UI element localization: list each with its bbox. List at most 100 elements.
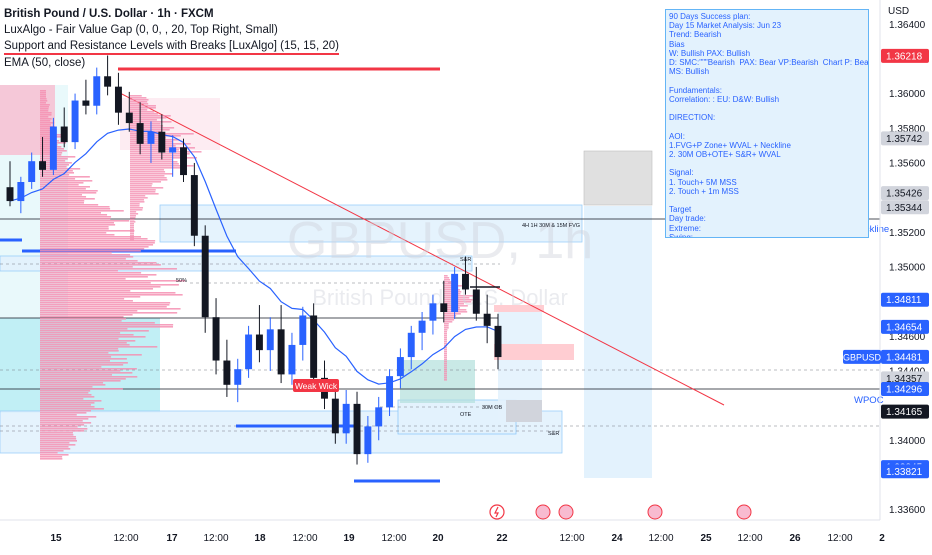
profile-bar [40, 416, 97, 418]
time-axis[interactable]: 15 12:00 17 12:00 18 12:00 19 12:00 20 22 12:00 24 1… [0, 504, 885, 544]
x-tick-label: 12:00 [203, 533, 228, 544]
profile-bar [40, 412, 87, 414]
symbol-tag-label: GBPUSD [843, 352, 882, 362]
profile-bar [40, 268, 177, 270]
trend-line [117, 91, 725, 406]
profile-bar [130, 223, 135, 225]
candle-body [288, 344, 296, 375]
profile-bar [130, 119, 157, 121]
price-tag-value: 1.34481 [886, 352, 923, 363]
notes-line: 1.FVG+P Zone+ WVAL + Neckline [669, 140, 791, 150]
profile-bar [444, 373, 447, 375]
profile-bar [444, 333, 447, 335]
candle-body [386, 376, 394, 408]
us-flag-icon-2[interactable] [558, 504, 574, 520]
profile-bar [130, 135, 181, 137]
legend-indicator-ema[interactable]: EMA (50, close) [4, 57, 86, 69]
x-tick-label: 12:00 [737, 533, 762, 544]
us-flag-icon[interactable] [535, 504, 551, 520]
profile-bar [40, 306, 167, 308]
profile-bar [130, 107, 156, 109]
candle-body [169, 147, 177, 153]
profile-bar [40, 344, 130, 346]
ob-zone [397, 399, 517, 435]
profile-bar [130, 99, 149, 101]
profile-bar [130, 145, 176, 147]
us-flag-icon-4[interactable] [736, 504, 752, 520]
profile-bar [130, 181, 162, 183]
profile-bar [40, 298, 125, 300]
profile-bar [130, 191, 156, 193]
candle-body [49, 126, 57, 170]
profile-bar [40, 314, 133, 316]
notes-line: Bias [669, 39, 685, 49]
profile-bar [444, 341, 447, 343]
profile-bar [444, 365, 447, 367]
profile-bar [40, 122, 55, 124]
profile-bar [444, 353, 447, 355]
legend-indicator-fvg[interactable]: LuxAlgo - Fair Value Gap (0, 0, , 20, To… [4, 24, 278, 36]
profile-bar [40, 350, 119, 352]
price-tag-value: 1.34357 [886, 374, 923, 385]
profile-bar [130, 165, 194, 167]
profile-bar [40, 334, 134, 336]
lightning-glyph [494, 506, 499, 518]
profile-bar [444, 337, 447, 339]
profile-bar [40, 384, 106, 386]
profile-bar [444, 355, 447, 357]
price-axis[interactable]: 1.340001.344001.346001.350001.352001.356… [843, 0, 929, 520]
profile-bar [40, 232, 107, 234]
profile-bar [130, 105, 156, 107]
profile-bar [444, 281, 456, 283]
notes-line: MS: Bullish [669, 67, 710, 77]
gray-box-top [583, 150, 653, 206]
profile-bar [40, 410, 91, 412]
profile-bar [40, 420, 83, 422]
profile-bar [40, 250, 141, 252]
profile-bar [130, 225, 134, 227]
profile-bar [40, 308, 181, 310]
us-flag-icon-3[interactable] [647, 504, 663, 520]
profile-bar [40, 382, 104, 384]
profile-bar [130, 183, 153, 185]
profile-bar [40, 414, 77, 416]
x-tick-label: 26 [789, 533, 801, 544]
candles [6, 55, 502, 465]
profile-bar [40, 452, 58, 454]
profile-bar [40, 324, 174, 326]
profile-bar [444, 347, 447, 349]
lightning-event-icon[interactable] [489, 504, 505, 520]
profile-bar [40, 438, 77, 440]
profile-bar [40, 106, 49, 108]
profile-bar [130, 195, 146, 197]
profile-bar [444, 283, 457, 285]
profile-bar [40, 456, 63, 458]
candle-body [147, 131, 155, 144]
profile-bar [40, 214, 108, 216]
profile-bar [40, 444, 76, 446]
y-tick-label: 1.35600 [889, 158, 926, 169]
profile-bar [40, 218, 111, 220]
profile-bar [40, 436, 76, 438]
profile-bar [40, 246, 149, 248]
profile-bar [40, 236, 142, 238]
profile-bar [40, 354, 142, 356]
profile-bar [444, 349, 447, 351]
legend-indicator-sr[interactable]: Support and Resistance Levels with Break… [4, 38, 339, 55]
x-tick-label: 25 [700, 533, 712, 544]
analysis-notes[interactable]: 90 Days Success plan: Day 15 Market Analy… [665, 9, 869, 238]
profile-bar [40, 336, 146, 338]
legend-symbol[interactable]: British Pound / U.S. Dollar · 1h · FXCM [4, 8, 214, 20]
candle-body [299, 315, 307, 345]
x-tick-label: 18 [254, 533, 266, 544]
profile-bar [130, 205, 140, 207]
candle-body [396, 357, 404, 377]
profile-bar [40, 346, 158, 348]
candle-body [245, 334, 253, 370]
profile-bar [130, 97, 147, 99]
event-icons [489, 504, 752, 520]
currency-label[interactable]: USD [888, 6, 910, 17]
profile-bar [40, 330, 149, 332]
profile-bar [40, 322, 155, 324]
price-tag-value: 1.35426 [886, 189, 923, 200]
